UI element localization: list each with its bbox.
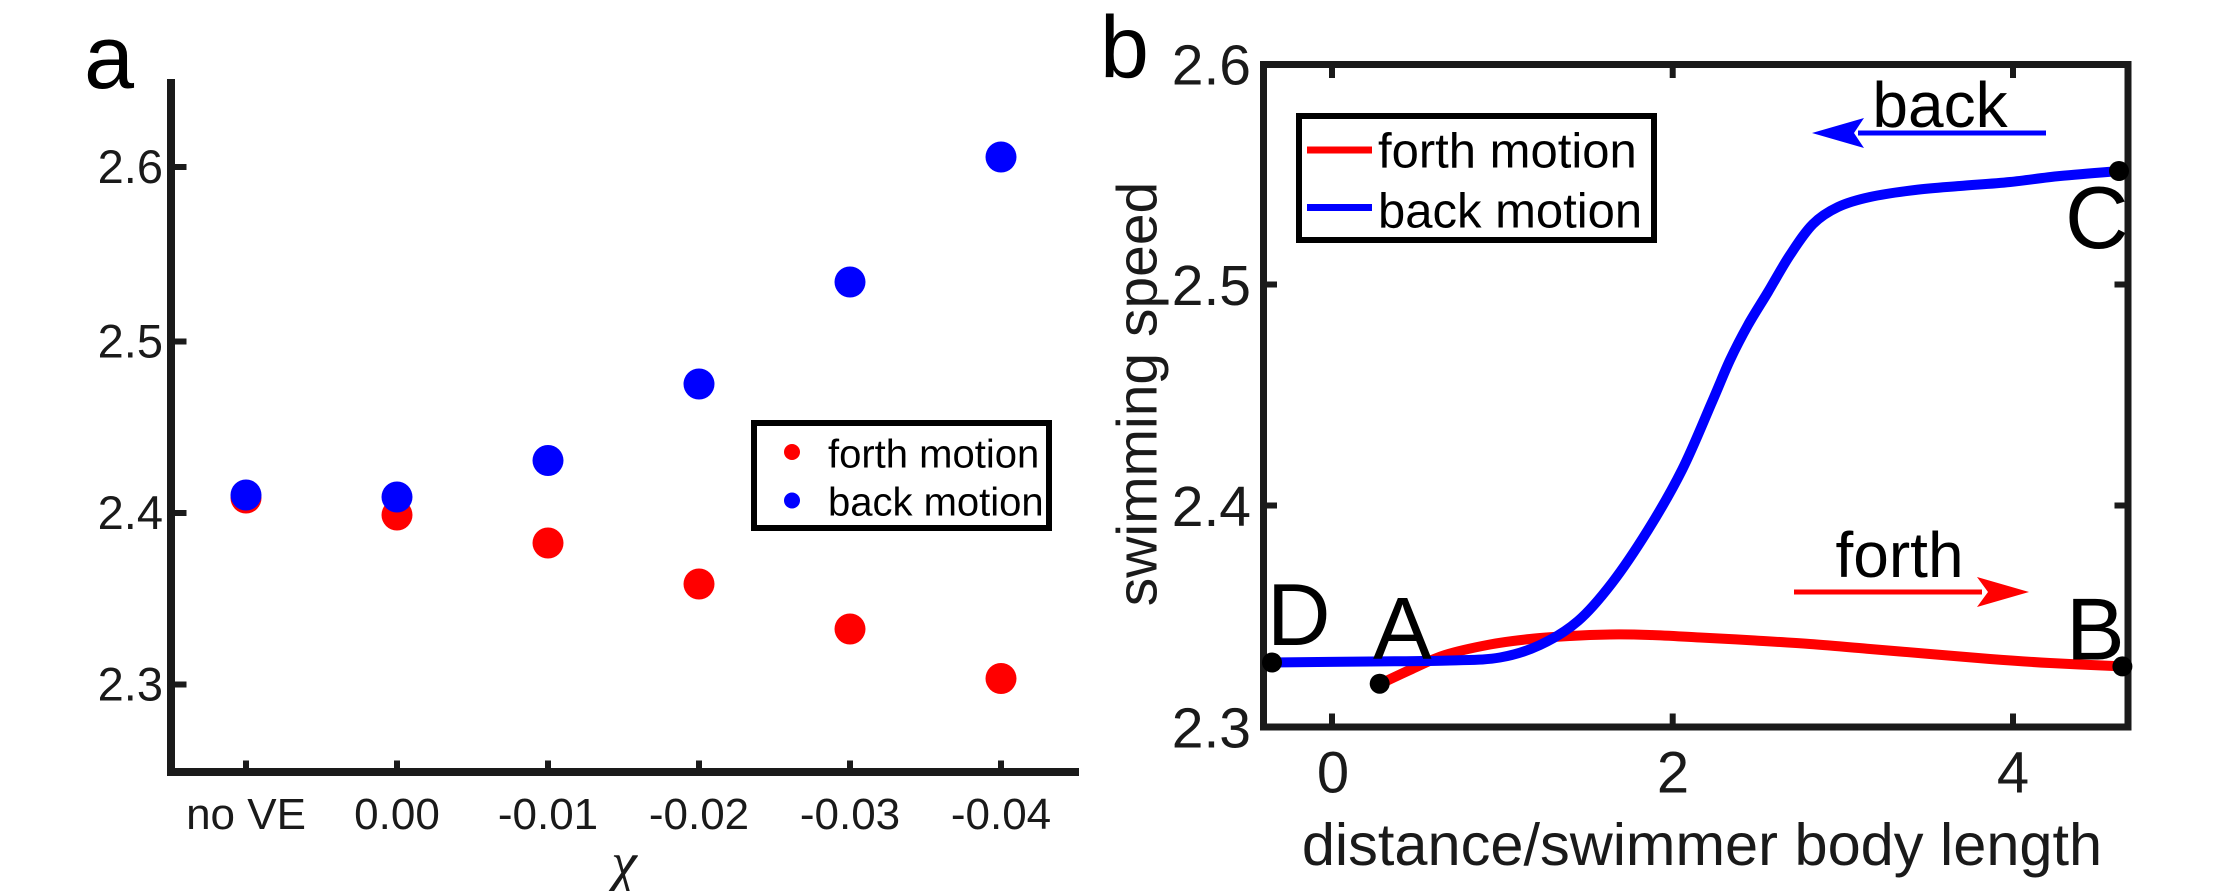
svg-text:b: b [1100,0,1149,97]
svg-text:2.3: 2.3 [1172,697,1251,761]
svg-text:distance/swimmer body length: distance/swimmer body length [1302,811,2102,878]
svg-text:D: D [1267,565,1331,664]
svg-text:2.5: 2.5 [1172,254,1251,318]
svg-text:-0.02: -0.02 [649,790,749,839]
svg-text:no VE: no VE [186,790,306,839]
svg-text:2.3: 2.3 [98,658,163,711]
svg-text:4: 4 [1997,741,2029,806]
svg-text:2: 2 [1657,741,1689,806]
svg-text:2.4: 2.4 [1172,475,1251,539]
svg-text:2.5: 2.5 [98,315,163,368]
svg-text:back motion: back motion [1378,185,1642,239]
svg-text:a: a [84,8,135,108]
svg-text:2.6: 2.6 [1172,34,1251,98]
svg-text:C: C [2065,168,2129,267]
svg-text:-0.04: -0.04 [951,790,1051,839]
svg-text:0.00: 0.00 [354,790,440,839]
svg-text:swimming speed: swimming speed [1106,182,1170,607]
svg-text:-0.01: -0.01 [498,790,598,839]
svg-text:forth: forth [1835,519,1963,591]
svg-text:B: B [2066,580,2125,679]
svg-text:forth motion: forth motion [1378,125,1637,179]
svg-text:-0.03: -0.03 [800,790,900,839]
svg-text:back: back [1872,69,2008,141]
svg-text:back motion: back motion [828,481,1044,525]
svg-text:0: 0 [1317,741,1349,806]
svg-text:A: A [1373,579,1432,678]
svg-text:forth motion: forth motion [828,433,1039,477]
svg-text:2.4: 2.4 [98,486,163,539]
svg-text:χ: χ [606,830,638,891]
svg-text:2.6: 2.6 [98,140,163,193]
